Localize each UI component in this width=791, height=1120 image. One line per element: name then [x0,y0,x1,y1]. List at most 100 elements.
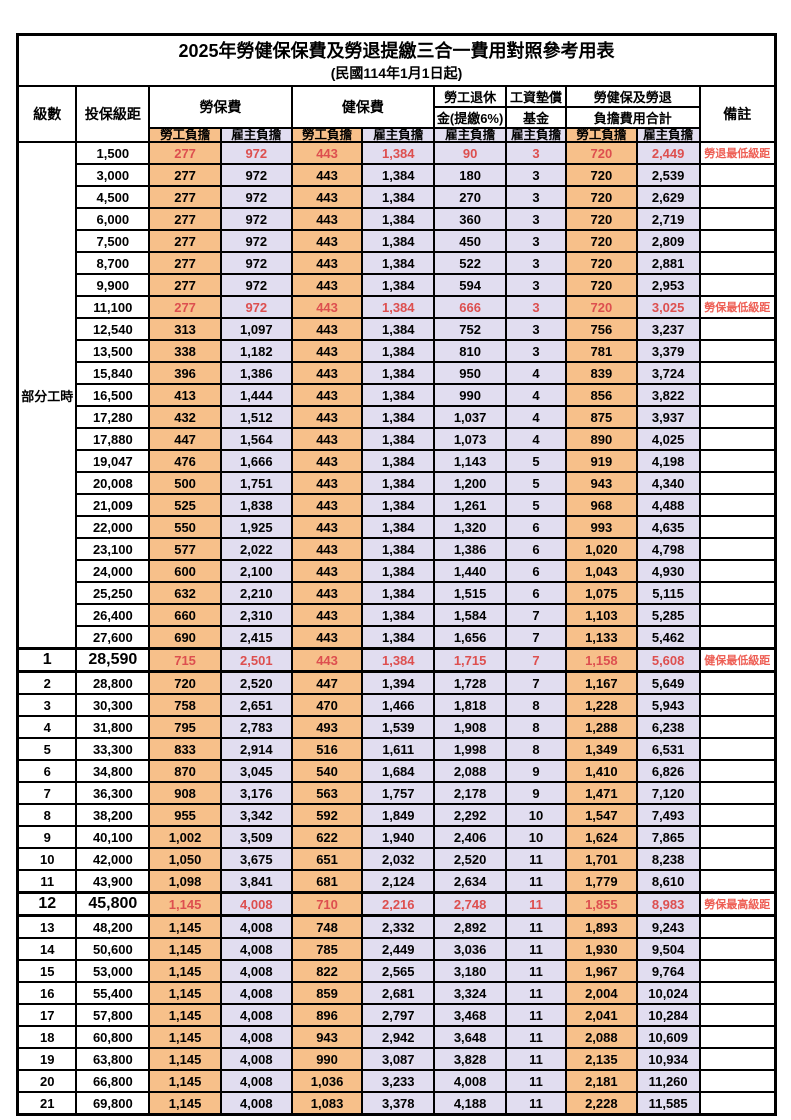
wage-fund-employer-cell: 4 [505,427,567,451]
level-cell: 13 [16,914,78,939]
labor-employer-cell: 972 [219,229,293,253]
total-employee-cell: 1,410 [564,759,638,783]
total-employee-cell: 720 [564,229,638,253]
pension-employer-cell: 270 [433,185,508,209]
health-employer-cell: 1,394 [361,670,436,695]
bracket-cell: 4,500 [75,185,151,209]
remark-cell [698,1025,777,1049]
pension-employer-cell: 4,008 [433,1069,508,1093]
total-employee-cell: 919 [564,449,638,473]
labor-employer-cell: 3,045 [219,759,293,783]
bracket-cell: 38,200 [75,803,151,827]
health-employee-cell: 622 [290,825,364,849]
labor-employer-cell: 4,008 [219,959,293,983]
labor-employee-cell: 413 [148,383,222,407]
remark-cell [698,959,777,983]
health-employer-cell: 2,681 [361,981,436,1005]
total-employee-cell: 2,135 [564,1047,638,1071]
pension-employer-cell: 666 [433,295,508,319]
health-employee-cell: 443 [290,207,364,231]
col-header-health-insurance: 健保費 [290,85,436,129]
table-row: 13,500 338 1,182 443 1,384 810 3 781 3,3… [18,339,777,363]
health-employer-cell: 1,384 [361,251,436,275]
bracket-cell: 22,000 [75,515,151,539]
table-row: 2 28,800 720 2,520 447 1,394 1,728 7 1,1… [16,670,777,695]
remark-cell [698,537,777,561]
title-cell: 2025年勞健保保費及勞退提繳三合一費用對照參考用表 (民國114年1月1日起) [16,33,777,87]
wage-fund-employer-cell: 3 [505,229,567,253]
total-employee-cell: 720 [564,141,638,165]
remark-cell [698,515,777,539]
total-employer-cell: 5,943 [635,693,701,717]
labor-employer-cell: 2,501 [219,647,293,673]
wage-fund-employer-cell: 11 [505,937,567,961]
labor-employer-cell: 1,925 [219,515,293,539]
total-employer-cell: 9,243 [635,914,701,939]
health-employee-cell: 785 [290,937,364,961]
labor-employer-cell: 1,386 [219,361,293,385]
health-employer-cell: 1,384 [361,471,436,495]
remark-cell [698,781,777,805]
health-employee-cell: 592 [290,803,364,827]
pension-employer-cell: 2,088 [433,759,508,783]
total-employee-cell: 720 [564,163,638,187]
subheader-labor-employee: 勞工負擔 [148,127,222,143]
table-row: 4 31,800 795 2,783 493 1,539 1,908 8 1,2… [16,715,777,739]
remark-cell [698,1091,777,1116]
health-employer-cell: 3,378 [361,1091,436,1116]
pension-employer-cell: 3,036 [433,937,508,961]
health-employer-cell: 1,611 [361,737,436,761]
remark-cell [698,937,777,961]
level-cell: 16 [16,981,78,1005]
pension-employer-cell: 180 [433,163,508,187]
health-employee-cell: 493 [290,715,364,739]
table-row: 7 36,300 908 3,176 563 1,757 2,178 9 1,4… [16,781,777,805]
total-employee-cell: 993 [564,515,638,539]
page-title: 2025年勞健保保費及勞退提繳三合一費用對照參考用表 [178,40,615,61]
health-employee-cell: 990 [290,1047,364,1071]
table-header: 2025年勞健保保費及勞退提繳三合一費用對照參考用表 (民國114年1月1日起)… [16,33,777,143]
table-row: 15 53,000 1,145 4,008 822 2,565 3,180 11… [16,959,777,983]
subheader-labor-employer: 雇主負擔 [219,127,293,143]
health-employee-cell: 443 [290,141,364,165]
pension-employer-cell: 2,178 [433,781,508,805]
labor-employer-cell: 1,751 [219,471,293,495]
total-employee-cell: 1,167 [564,670,638,695]
health-employer-cell: 1,849 [361,803,436,827]
total-employee-cell: 720 [564,273,638,297]
total-employee-cell: 2,041 [564,1003,638,1027]
health-employee-cell: 443 [290,493,364,517]
level-cell: 19 [16,1047,78,1071]
labor-employee-cell: 1,145 [148,1047,222,1071]
labor-employee-cell: 1,098 [148,869,222,894]
total-employer-cell: 5,115 [635,581,701,605]
level-cell: 10 [16,847,78,871]
remark-cell [698,1047,777,1071]
pension-employer-cell: 4,188 [433,1091,508,1116]
labor-employee-cell: 908 [148,781,222,805]
remark-cell [698,1069,777,1093]
remark-cell [698,737,777,761]
bracket-cell: 53,000 [75,959,151,983]
total-employer-cell: 11,260 [635,1069,701,1093]
table-row: 22,000 550 1,925 443 1,384 1,320 6 993 4… [18,515,777,539]
health-employer-cell: 1,384 [361,295,436,319]
remark-cell [698,670,777,695]
wage-fund-employer-cell: 11 [505,891,567,917]
total-employee-cell: 1,020 [564,537,638,561]
bracket-cell: 66,800 [75,1069,151,1093]
pension-employer-cell: 752 [433,317,508,341]
bracket-cell: 43,900 [75,869,151,894]
total-employer-cell: 9,504 [635,937,701,961]
labor-employee-cell: 476 [148,449,222,473]
labor-employer-cell: 4,008 [219,914,293,939]
table-body: 部分工時 1,500 277 972 443 1,384 90 3 720 2,… [16,141,777,1116]
health-employee-cell: 447 [290,670,364,695]
wage-fund-employer-cell: 4 [505,361,567,385]
labor-employee-cell: 870 [148,759,222,783]
pension-employer-cell: 1,440 [433,559,508,583]
table-row: 14 50,600 1,145 4,008 785 2,449 3,036 11… [16,937,777,961]
bracket-cell: 45,800 [75,891,151,917]
wage-fund-employer-cell: 7 [505,670,567,695]
col-header-pension-line1: 勞工退休 [433,85,508,108]
